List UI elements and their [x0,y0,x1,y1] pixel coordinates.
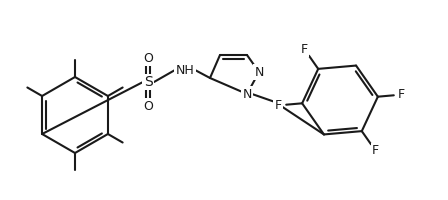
Text: F: F [301,43,308,56]
Text: F: F [372,144,379,157]
Text: F: F [275,99,282,112]
Text: O: O [143,51,153,64]
Text: NH: NH [176,64,194,76]
Text: S: S [144,75,152,89]
Text: O: O [143,99,153,112]
Text: N: N [254,66,264,78]
Text: N: N [242,88,252,100]
Text: F: F [398,88,405,101]
